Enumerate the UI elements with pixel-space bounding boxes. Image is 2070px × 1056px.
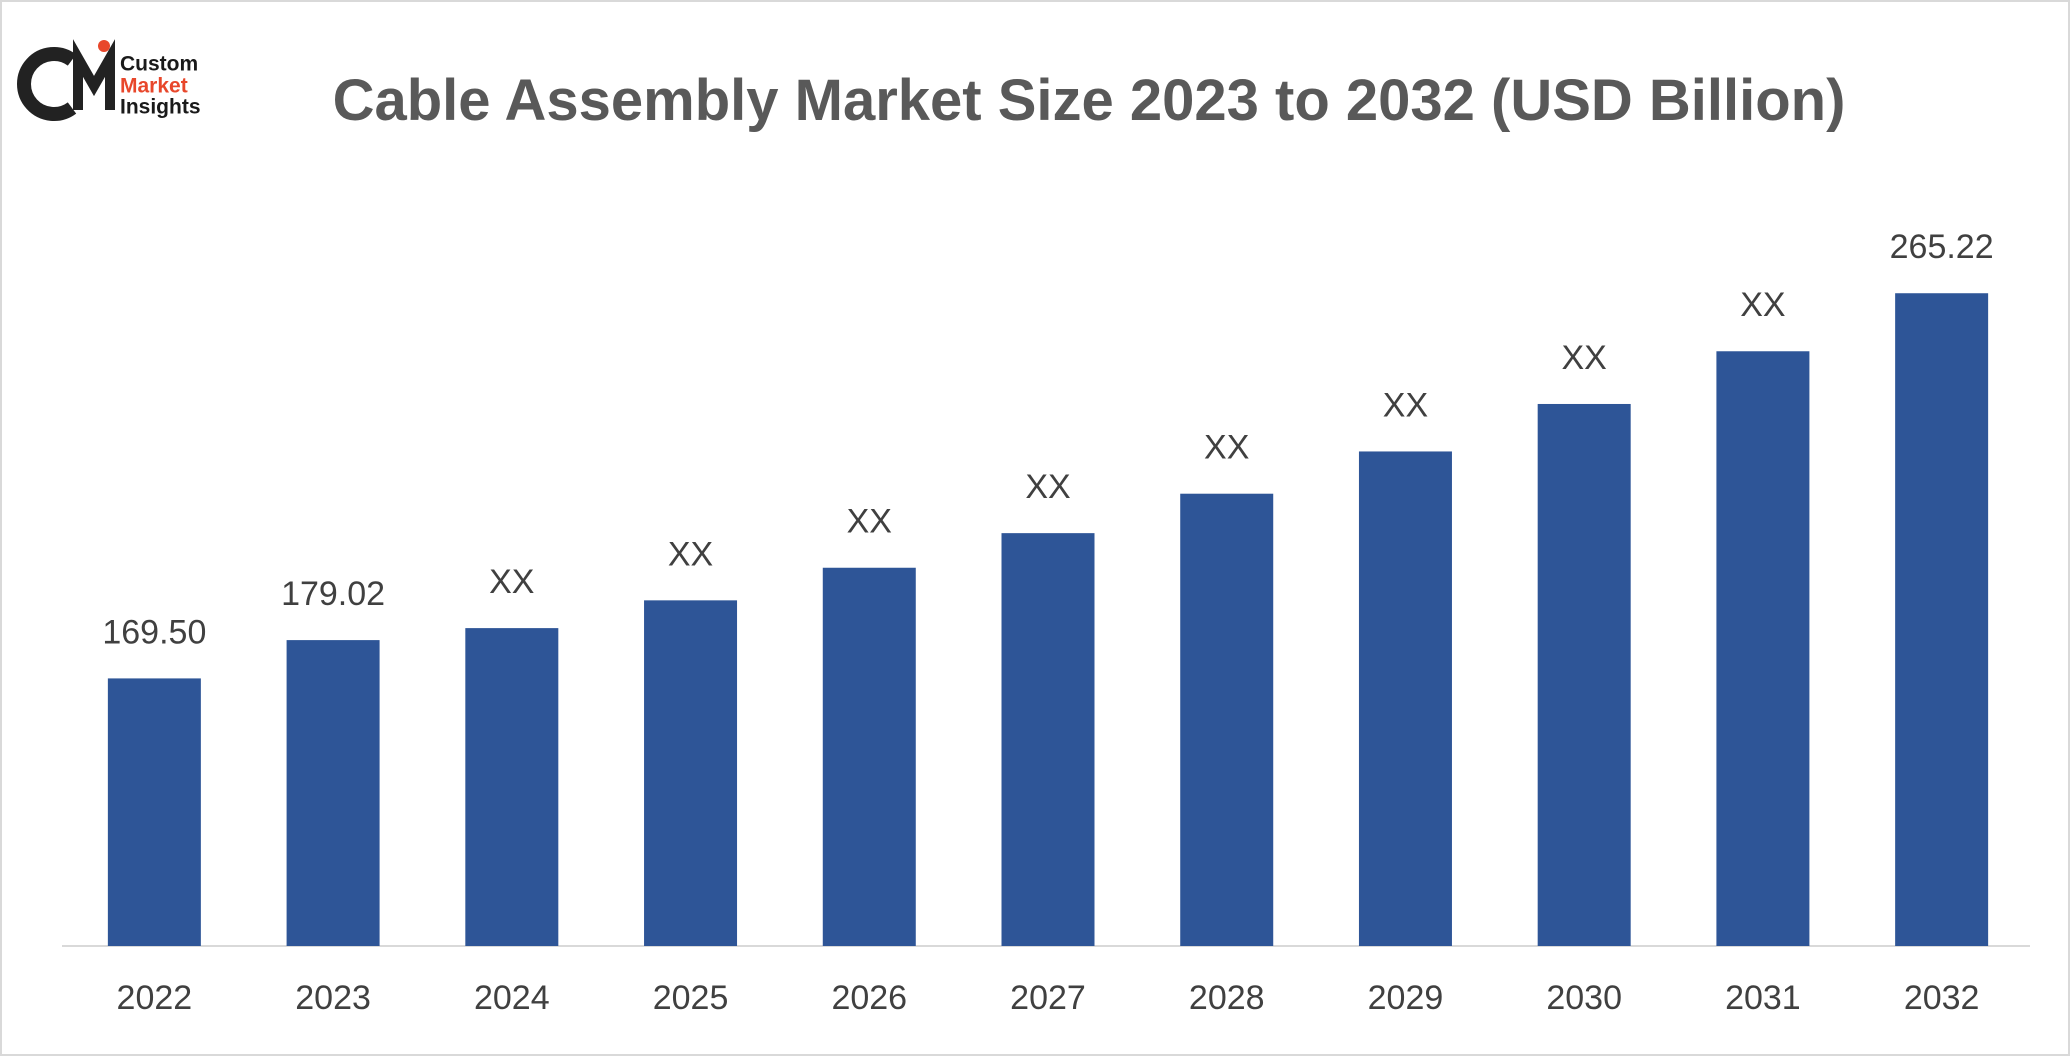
data-label: 265.22 — [1890, 228, 1994, 266]
data-label: 169.50 — [102, 613, 206, 651]
x-tick-label: 2028 — [1189, 979, 1265, 1017]
bar — [286, 640, 380, 946]
data-label: XX — [847, 503, 892, 541]
x-tick-label: 2031 — [1725, 979, 1801, 1017]
data-label: XX — [668, 535, 713, 573]
x-tick-label: 2024 — [474, 979, 550, 1017]
bar — [1358, 451, 1452, 946]
chart-title: Cable Assembly Market Size 2023 to 2032 … — [332, 68, 1846, 133]
bar — [1537, 403, 1631, 947]
data-label: XX — [1562, 339, 1607, 377]
bar — [1716, 351, 1810, 946]
logo-icon — [98, 40, 110, 52]
bar — [644, 600, 738, 946]
logo-text: Market — [120, 75, 188, 98]
data-label: XX — [1025, 468, 1070, 506]
bar — [822, 567, 916, 946]
bar — [1001, 533, 1095, 946]
x-tick-label: 2026 — [831, 979, 907, 1017]
x-tick-label: 2029 — [1368, 979, 1444, 1017]
bar — [1895, 293, 1989, 946]
x-tick-label: 2030 — [1546, 979, 1622, 1017]
data-label: XX — [1204, 429, 1249, 467]
x-tick-label: 2023 — [295, 979, 371, 1017]
data-label: XX — [1740, 286, 1785, 324]
logo-text: Custom — [120, 53, 198, 76]
x-tick-label: 2022 — [117, 979, 193, 1017]
logo-icon — [73, 39, 115, 110]
bar — [107, 678, 201, 946]
logo: Custom Market Insights — [17, 39, 201, 121]
bar — [1180, 493, 1274, 946]
logo-icon — [17, 47, 77, 121]
x-tick-label: 2032 — [1904, 979, 1980, 1017]
x-tick-label: 2027 — [1010, 979, 1086, 1017]
logo-text: Insights — [120, 96, 201, 119]
data-label: 179.02 — [281, 575, 385, 613]
x-tick-label: 2025 — [653, 979, 729, 1017]
data-label: XX — [489, 563, 534, 601]
data-label: XX — [1383, 386, 1428, 424]
bar — [465, 628, 559, 946]
